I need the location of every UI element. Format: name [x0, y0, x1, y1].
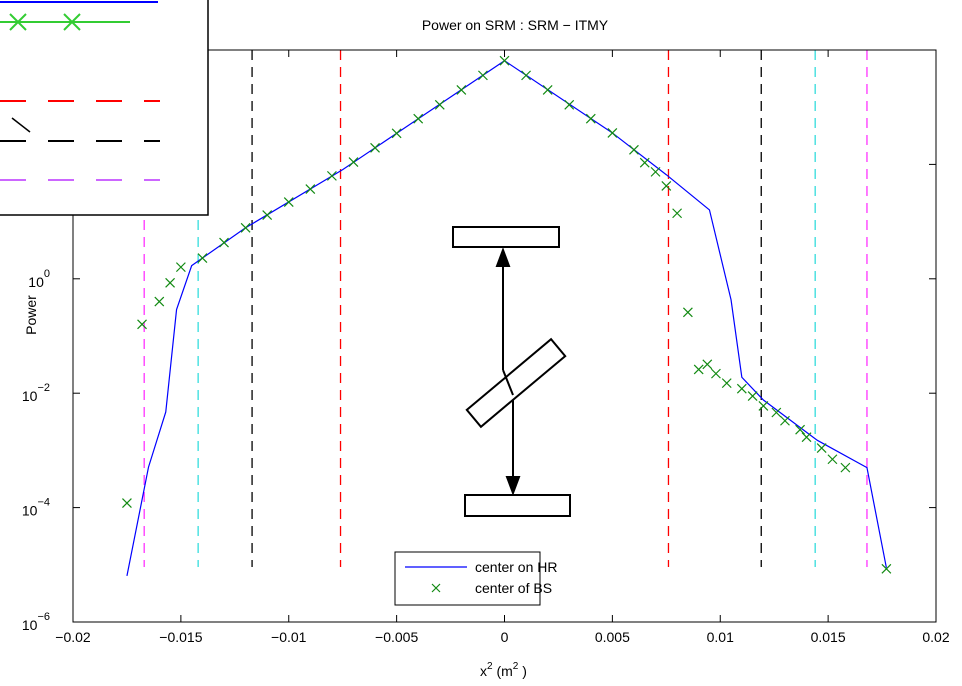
x-label-part: x [480, 663, 487, 679]
data-point [413, 113, 424, 124]
legend: center on HR center of BS [394, 551, 557, 606]
data-point [607, 128, 618, 138]
x-tick-label: −0.02 [55, 629, 91, 645]
data-point [478, 70, 488, 81]
data-point [840, 462, 851, 473]
data-point [240, 222, 251, 233]
x-label-part: ) [518, 663, 527, 679]
data-point [391, 128, 402, 139]
data-point [736, 383, 747, 394]
overlay-box [0, 0, 209, 216]
y-tick-exponent: −2 [37, 382, 50, 394]
x-axis-label: x2 (m2 ) [480, 661, 527, 679]
overlay-marker [9, 13, 81, 31]
data-point [305, 184, 316, 195]
data-point [197, 253, 208, 264]
data-point [262, 210, 273, 221]
data-point [434, 99, 445, 110]
data-point [629, 144, 639, 155]
mirror-bottom [464, 494, 571, 517]
data-point [672, 208, 683, 219]
data-point [175, 262, 186, 273]
x-tick-label: −0.01 [271, 629, 307, 645]
legend-label: center of BS [475, 580, 552, 596]
arrow-line [502, 369, 514, 396]
x-label-part: 2 [487, 661, 493, 672]
x-tick-label: 0.01 [707, 629, 734, 645]
y-tick-label: 100 [28, 268, 50, 290]
data-point [795, 424, 806, 435]
data-point [456, 85, 467, 95]
overlay-slash [11, 117, 31, 133]
arrow-head [505, 476, 521, 496]
data-point [122, 498, 132, 508]
overlay-legend [0, 0, 209, 216]
data-point [693, 364, 704, 375]
mirror-top [452, 226, 560, 248]
data-point [137, 319, 147, 330]
data-point [219, 237, 229, 248]
y-axis-label: Power [23, 295, 39, 335]
plot-area: −0.02 −0.015 −0.01 −0.005 0 0.005 0.01 0.015 0.0… [22, 39, 950, 645]
data-point [780, 415, 790, 426]
y-tick-base: 10 [22, 617, 38, 633]
data-point [711, 368, 721, 379]
chart-title: Power on SRM : SRM − ITMY [422, 17, 609, 33]
data-point [499, 55, 510, 66]
x-label-part: (m [493, 663, 513, 679]
x-tick-label: 0.005 [595, 629, 630, 645]
x-tick-label: −0.005 [375, 629, 418, 645]
data-point [702, 359, 713, 370]
data-point [747, 391, 758, 402]
data-point [348, 157, 359, 167]
data-point [682, 307, 693, 318]
data-point [564, 99, 575, 110]
x-label-part: 2 [513, 661, 519, 672]
y-tick-exponent: 0 [44, 268, 50, 280]
data-point [801, 432, 812, 443]
x-tick-label: 0.015 [811, 629, 846, 645]
data-point [721, 378, 732, 389]
data-point [521, 70, 531, 81]
data-point [639, 157, 650, 168]
data-point [816, 443, 827, 453]
x-tick-label: 0.02 [922, 629, 949, 645]
y-tick-exponent: −4 [37, 497, 50, 509]
data-point [165, 277, 176, 288]
arrow-head [495, 247, 511, 267]
legend-box [394, 551, 541, 606]
setup-diagram [452, 226, 571, 517]
y-tick-label: 10−2 [22, 382, 50, 404]
data-point [771, 407, 782, 418]
data-point [326, 170, 337, 181]
legend-swatch [431, 583, 441, 593]
x-tick-label: −0.015 [159, 629, 202, 645]
x-tick-label: 0 [501, 629, 509, 645]
legend-label: center on HR [475, 559, 557, 575]
y-tick-label: 10−6 [22, 611, 50, 633]
data-point [881, 563, 892, 574]
data-point [827, 454, 838, 465]
y-tick-base: 10 [22, 388, 38, 404]
y-tick-base: 10 [22, 503, 38, 519]
data-point [283, 197, 294, 207]
data-point [650, 166, 661, 177]
y-tick-exponent: −6 [37, 611, 50, 623]
y-tick-base: 10 [28, 274, 44, 290]
data-point [758, 400, 769, 411]
data-point [154, 296, 165, 307]
data-point [585, 113, 596, 124]
y-tick-label: 10−4 [22, 497, 50, 519]
data-point [661, 181, 672, 191]
beam-splitter [465, 337, 567, 429]
data-point [370, 142, 380, 153]
data-point [542, 85, 553, 95]
